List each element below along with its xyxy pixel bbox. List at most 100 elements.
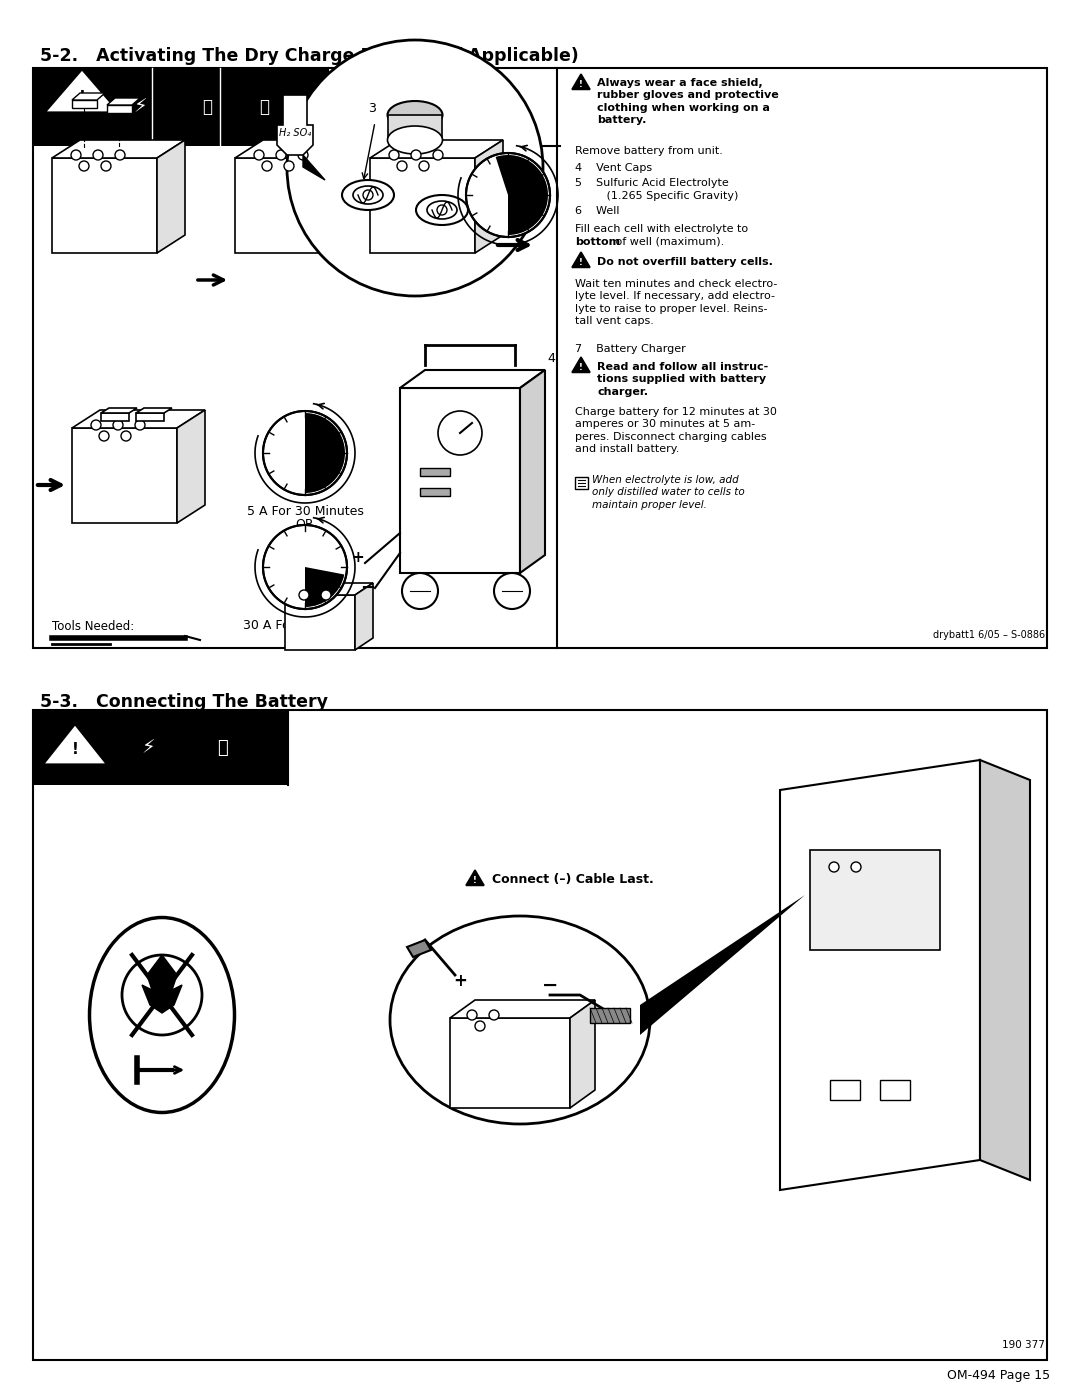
Polygon shape — [407, 940, 431, 957]
Polygon shape — [370, 140, 503, 158]
Circle shape — [135, 420, 145, 430]
Text: Tools Needed:: Tools Needed: — [52, 620, 134, 633]
Circle shape — [287, 41, 543, 296]
Wedge shape — [496, 155, 548, 235]
Text: 5 A For 30 Minutes: 5 A For 30 Minutes — [246, 504, 364, 518]
Bar — [33, 710, 288, 785]
Text: 〰: 〰 — [259, 98, 269, 116]
Polygon shape — [235, 140, 368, 158]
Circle shape — [363, 190, 373, 200]
Text: H₂ SO₄: H₂ SO₄ — [279, 129, 311, 138]
Bar — [136, 414, 164, 420]
Wedge shape — [305, 567, 345, 608]
Polygon shape — [107, 98, 140, 105]
Text: +: + — [352, 550, 364, 566]
Circle shape — [299, 590, 309, 599]
Text: !: ! — [579, 81, 583, 89]
Circle shape — [71, 149, 81, 161]
Text: −: − — [542, 977, 558, 995]
Text: 4    Vent Caps: 4 Vent Caps — [575, 163, 652, 173]
Circle shape — [99, 432, 109, 441]
Polygon shape — [572, 74, 590, 89]
Bar — [831, 1080, 860, 1099]
Circle shape — [419, 161, 429, 170]
Circle shape — [264, 411, 347, 495]
Text: !: ! — [579, 363, 583, 373]
Text: 1: 1 — [91, 77, 99, 89]
Circle shape — [467, 1010, 477, 1020]
Bar — [235, 158, 340, 253]
Circle shape — [79, 161, 89, 170]
Polygon shape — [980, 760, 1030, 1180]
Polygon shape — [519, 370, 545, 573]
Text: −: − — [361, 578, 376, 597]
Text: Read and follow all instruc-
tions supplied with battery
charger.: Read and follow all instruc- tions suppl… — [597, 362, 768, 397]
Text: OR: OR — [296, 518, 314, 531]
Text: drybatt1 6/05 – S-0886: drybatt1 6/05 – S-0886 — [933, 630, 1045, 640]
Circle shape — [122, 956, 202, 1035]
Polygon shape — [141, 956, 183, 1013]
Text: Wait ten minutes and check electro-
lyte level. If necessary, add electro-
lyte : Wait ten minutes and check electro- lyte… — [575, 279, 778, 327]
Polygon shape — [48, 728, 102, 761]
Ellipse shape — [90, 918, 234, 1112]
Polygon shape — [572, 358, 590, 373]
Polygon shape — [465, 870, 484, 886]
Bar — [590, 1009, 630, 1023]
Circle shape — [284, 161, 294, 170]
Text: !: ! — [473, 876, 477, 886]
Bar — [420, 468, 450, 476]
Bar — [815, 868, 915, 937]
Circle shape — [433, 149, 443, 161]
Circle shape — [113, 420, 123, 430]
Ellipse shape — [342, 180, 394, 210]
Bar — [102, 414, 129, 420]
Circle shape — [389, 149, 399, 161]
Bar — [33, 68, 328, 147]
Ellipse shape — [353, 186, 383, 204]
Bar — [72, 101, 97, 108]
Polygon shape — [276, 95, 313, 155]
Bar — [107, 105, 132, 113]
Polygon shape — [72, 94, 105, 101]
Circle shape — [402, 573, 438, 609]
Polygon shape — [572, 251, 590, 267]
Circle shape — [321, 590, 330, 599]
Bar — [450, 1018, 570, 1108]
Polygon shape — [450, 1000, 595, 1018]
Text: Remove battery from unit.: Remove battery from unit. — [575, 147, 723, 156]
Ellipse shape — [416, 196, 468, 225]
Polygon shape — [52, 140, 185, 158]
Text: 🔋: 🔋 — [202, 98, 212, 116]
Circle shape — [254, 149, 264, 161]
Polygon shape — [136, 408, 172, 414]
Circle shape — [475, 1021, 485, 1031]
Text: ⚡: ⚡ — [133, 98, 147, 116]
Text: bottom: bottom — [575, 237, 620, 247]
Polygon shape — [285, 583, 373, 595]
Circle shape — [102, 161, 111, 170]
Text: 7    Battery Charger: 7 Battery Charger — [575, 344, 686, 353]
Polygon shape — [640, 895, 805, 1035]
Ellipse shape — [388, 126, 443, 154]
Circle shape — [411, 149, 421, 161]
Bar — [388, 115, 442, 140]
Polygon shape — [177, 409, 205, 522]
Polygon shape — [400, 370, 545, 388]
Circle shape — [437, 205, 447, 215]
Polygon shape — [475, 140, 503, 253]
Circle shape — [264, 525, 347, 609]
Polygon shape — [815, 855, 933, 868]
Circle shape — [276, 149, 286, 161]
Text: !: ! — [71, 742, 79, 757]
Text: 3: 3 — [368, 102, 376, 115]
Text: OM-494 Page 15: OM-494 Page 15 — [947, 1369, 1050, 1382]
Text: 4: 4 — [546, 352, 555, 365]
Bar — [400, 388, 519, 573]
Bar — [370, 158, 475, 253]
Text: +: + — [454, 972, 467, 990]
Text: Connect (–) Cable Last.: Connect (–) Cable Last. — [492, 873, 653, 886]
Text: of well (maximum).: of well (maximum). — [612, 237, 725, 247]
Text: 〰: 〰 — [217, 739, 228, 757]
Circle shape — [465, 154, 550, 237]
Text: 30 A For 12 Minutes: 30 A For 12 Minutes — [243, 619, 367, 631]
